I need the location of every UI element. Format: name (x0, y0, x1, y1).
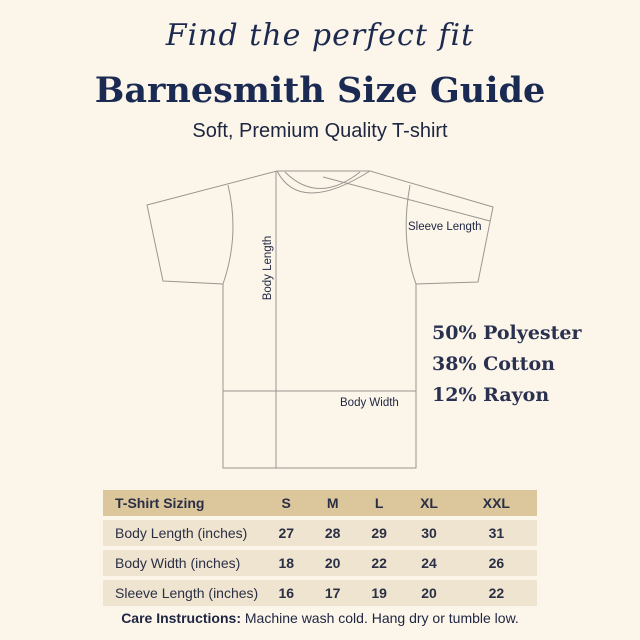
fabric-polyester: 50% Polyester (432, 322, 582, 344)
size-table: T-Shirt Sizing S M L XL XXL Body Length (inch… (103, 486, 537, 610)
page-title: Barnesmith Size Guide (94, 70, 546, 111)
fabric-rayon: 12% Rayon (432, 384, 550, 406)
body-width-label: Body Width (340, 397, 399, 409)
table-row: Body Width (inches) 18 20 22 24 26 (103, 550, 537, 576)
tagline: Find the perfect fit (165, 18, 475, 53)
body-length-label: Body Length (262, 235, 274, 301)
care-instructions: Care Instructions: Machine wash cold. Ha… (121, 610, 519, 626)
table-row: Body Length (inches) 27 28 29 30 31 (103, 520, 537, 546)
fabric-cotton: 38% Cotton (432, 353, 555, 375)
sleeve-length-label: Sleeve Length (408, 221, 482, 233)
table-row: Sleeve Length (inches) 16 17 19 20 22 (103, 580, 537, 606)
table-header: T-Shirt Sizing S M L XL XXL (103, 490, 537, 516)
subtitle: Soft, Premium Quality T-shirt (192, 120, 448, 142)
